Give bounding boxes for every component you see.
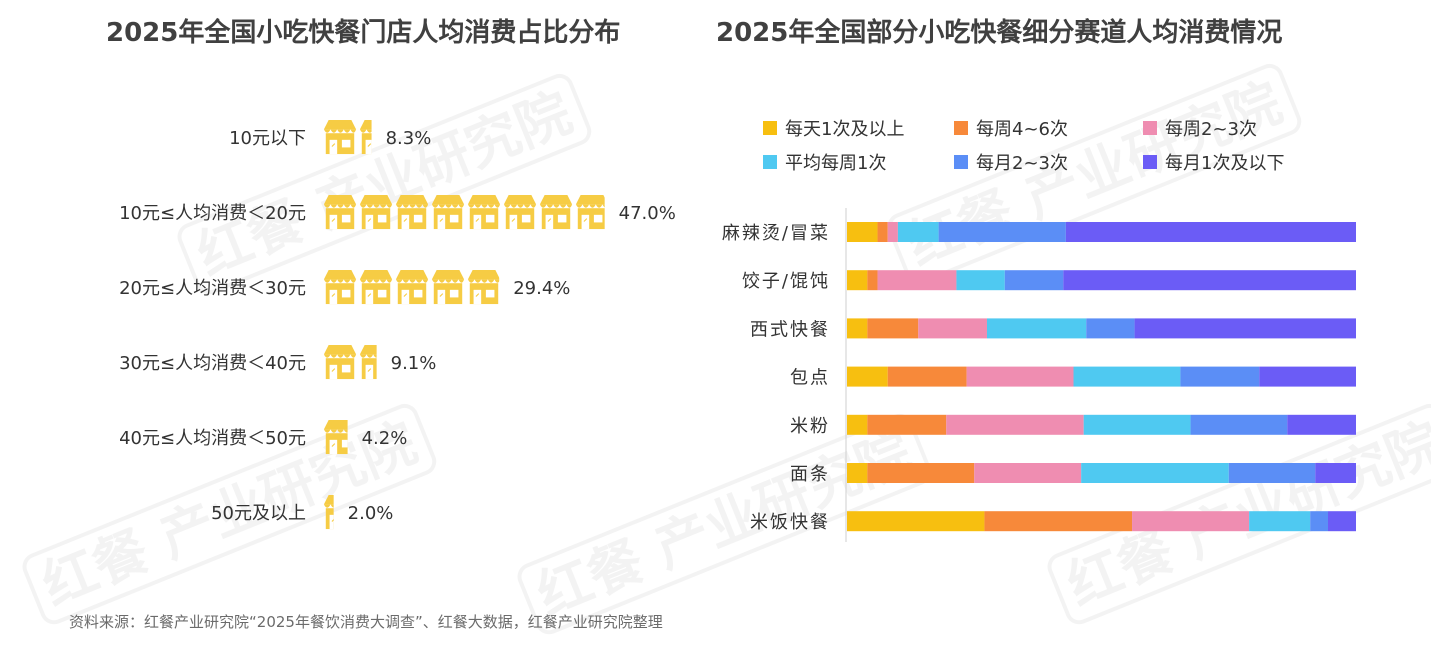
left-chart-title: 2025年全国小吃快餐门店人均消费占比分布 — [106, 18, 621, 48]
legend-swatch — [1143, 155, 1157, 169]
category-label: 面条 — [790, 464, 830, 485]
bar-row: 西式快餐 — [750, 318, 1356, 340]
bar-row: 米饭快餐 — [750, 511, 1356, 533]
bar-segment — [1004, 270, 1064, 291]
pictogram-row: 10元以下 8.3% — [229, 119, 432, 155]
bar-segment — [847, 366, 888, 387]
bar-segment — [1287, 414, 1356, 435]
category-label: 米粉 — [790, 416, 830, 437]
category-label: 30元≤人均消费＜40元 — [119, 353, 306, 374]
pictogram-row: 30元≤人均消费＜40元 9.1% — [119, 344, 437, 380]
bar-segment — [974, 463, 1082, 483]
bar-segment — [847, 463, 868, 483]
category-label: 西式快餐 — [750, 319, 830, 340]
bar-segment — [887, 222, 898, 242]
bar-row: 米粉 — [790, 414, 1356, 437]
value-label: 47.0% — [619, 203, 676, 224]
value-label: 4.2% — [362, 428, 408, 449]
bar-segment — [1065, 222, 1356, 242]
category-label: 50元及以上 — [211, 503, 306, 524]
bar-segment — [887, 366, 967, 387]
bar-segment — [867, 463, 975, 483]
bar-segment — [867, 414, 947, 435]
bar-segment — [1132, 511, 1250, 532]
category-label: 麻辣烫/冒菜 — [722, 223, 830, 244]
bar-segment — [847, 414, 868, 435]
category-label: 10元≤人均消费＜20元 — [119, 203, 306, 224]
bar-segment — [1083, 414, 1191, 435]
legend-item: 每周4~6次 — [954, 119, 1068, 140]
category-label: 饺子/馄饨 — [742, 271, 830, 292]
pictogram-row: 20元≤人均消费＜30元 29.4% — [119, 269, 570, 305]
bar-segment — [1063, 270, 1356, 291]
legend-item: 平均每周1次 — [763, 153, 886, 174]
legend-item: 每天1次及以上 — [763, 119, 904, 140]
right-chart-title: 2025年全国部分小吃快餐细分赛道人均消费情况 — [716, 18, 1283, 48]
value-label: 9.1% — [391, 353, 437, 374]
value-label: 8.3% — [386, 128, 432, 149]
legend-label: 每周2~3次 — [1165, 119, 1257, 140]
left-pictogram-chart: 10元以下 8.3% 10元≤人均消费＜20元 47.0% 20元≤人均消费＜30元 29… — [119, 119, 676, 530]
pictogram-row: 40元≤人均消费＜50元 4.2% — [119, 419, 408, 455]
bar-row: 面条 — [790, 463, 1356, 485]
legend-swatch — [763, 121, 777, 135]
legend-label: 每月2~3次 — [976, 153, 1068, 174]
bar-segment — [1086, 318, 1135, 339]
category-label: 10元以下 — [229, 128, 306, 149]
bar-segment — [956, 270, 1005, 291]
legend-label: 平均每周1次 — [785, 153, 886, 174]
bar-segment — [946, 414, 1084, 435]
bar-segment — [847, 318, 868, 339]
legend-swatch — [954, 121, 968, 135]
category-label: 米饭快餐 — [750, 512, 830, 533]
bar-segment — [847, 511, 985, 532]
bar-segment — [897, 222, 939, 242]
bar-segment — [1310, 511, 1329, 532]
bar-segment — [867, 270, 878, 291]
category-label: 20元≤人均消费＜30元 — [119, 278, 306, 299]
legend-label: 每周4~6次 — [976, 119, 1068, 140]
legend-swatch — [954, 155, 968, 169]
bar-segment — [1190, 414, 1288, 435]
bar-segment — [1134, 318, 1356, 339]
bar-segment — [877, 270, 957, 291]
bar-segment — [966, 366, 1074, 387]
legend-swatch — [763, 155, 777, 169]
bar-segment — [986, 318, 1087, 339]
bar-segment — [918, 318, 987, 339]
pictogram-row: 50元及以上 2.0% — [211, 494, 394, 530]
bar-segment — [1228, 463, 1316, 483]
legend-label: 每天1次及以上 — [785, 119, 904, 140]
bar-row: 麻辣烫/冒菜 — [722, 222, 1356, 244]
legend-label: 每月1次及以下 — [1165, 153, 1284, 174]
bar-segment — [1328, 511, 1356, 532]
value-label: 29.4% — [513, 278, 570, 299]
legend-item: 每月1次及以下 — [1143, 153, 1284, 174]
bar-segment — [1249, 511, 1311, 532]
category-label: 40元≤人均消费＜50元 — [119, 428, 306, 449]
value-label: 2.0% — [348, 503, 394, 524]
category-label: 包点 — [790, 368, 830, 389]
bar-segment — [1073, 366, 1181, 387]
bar-row: 包点 — [790, 366, 1356, 389]
source-note: 资料来源：红餐产业研究院“2025年餐饮消费大调查”、红餐大数据，红餐产业研究院… — [69, 613, 663, 631]
legend-item: 每月2~3次 — [954, 153, 1068, 174]
pictogram-row: 10元≤人均消费＜20元 47.0% — [119, 194, 676, 230]
bar-segment — [1315, 463, 1356, 483]
bar-segment — [847, 270, 868, 291]
bar-segment — [867, 318, 919, 339]
legend-swatch — [1143, 121, 1157, 135]
bar-segment — [1081, 463, 1229, 483]
legend-item: 每周2~3次 — [1143, 119, 1257, 140]
bar-row: 饺子/馄饨 — [742, 270, 1356, 292]
bar-segment — [1180, 366, 1260, 387]
bar-segment — [1259, 366, 1356, 387]
bar-segment — [877, 222, 888, 242]
bar-segment — [938, 222, 1066, 242]
bar-segment — [984, 511, 1133, 532]
bar-segment — [847, 222, 878, 242]
